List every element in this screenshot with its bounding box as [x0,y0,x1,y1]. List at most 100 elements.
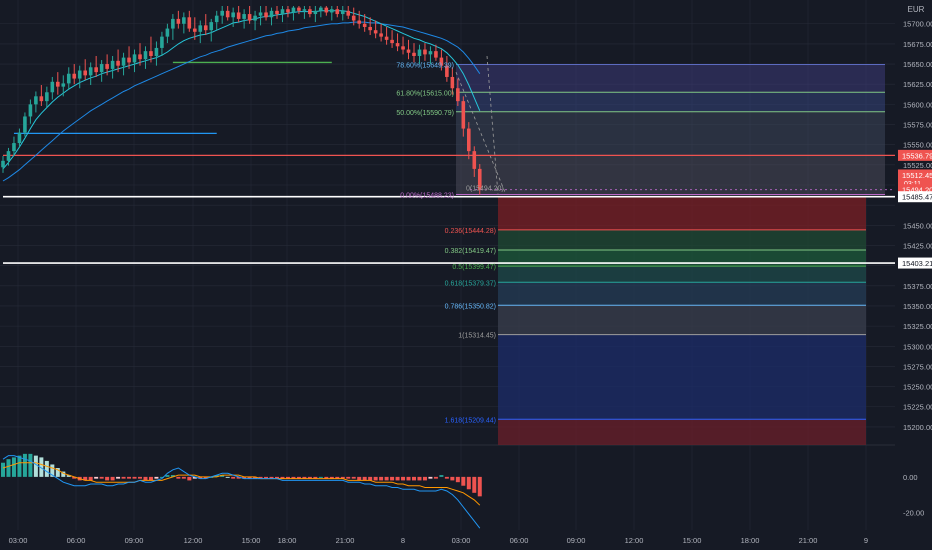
candle-body [193,28,197,32]
fib-extension-zone [498,266,866,283]
price-tick-label: 15225.00 [903,403,932,412]
candle-body [346,10,351,16]
candle-body [72,73,77,79]
candle-body [12,143,16,152]
macd-histogram-bar [264,476,269,479]
time-tick-label: 03:00 [9,536,28,545]
candle-body [291,7,296,13]
candle [198,20,203,44]
macd-histogram-bar [368,476,373,481]
candle-body [450,76,455,89]
candle [346,6,351,19]
time-axis[interactable]: 03:00 06:00 09:00 12:00 15:00 18:00 21:00 8 03:0… [9,536,868,545]
candle [149,36,153,63]
fib-extension-zone [498,196,866,230]
macd-histogram-bar [357,476,362,481]
macd-histogram-bar [433,476,438,479]
macd-histogram-bar [159,476,164,478]
candle-body [340,10,345,15]
fib-retracement-zone [456,111,885,156]
candle [138,43,142,66]
time-tick-label: 06:00 [510,536,529,545]
macd-histogram-bar [187,476,192,481]
price-tag [898,184,932,196]
candle-body [225,10,230,18]
candle [423,43,427,61]
macd-histogram-bar [44,460,49,477]
candle-body [176,18,181,24]
candle-body [406,49,411,53]
candle [434,44,438,61]
candle-body [110,60,115,69]
macd-histogram-bar [291,476,296,479]
macd-histogram-bar [138,476,142,479]
candle [154,41,159,66]
candle [368,17,372,36]
macd-histogram-bar [192,476,197,479]
fib-extension-label: 0.5(15399.47) [452,264,496,271]
candle-body [171,18,175,29]
candle-body [116,60,120,66]
macd-histogram-bar [55,468,60,477]
candle [225,6,230,21]
candle [417,44,422,65]
price-tag-label: 15485.47 [902,193,932,202]
macd-histogram-bar [110,476,115,481]
candle-body [1,160,5,168]
macd-histogram-bar [379,476,384,481]
macd-histogram-bar [198,476,203,479]
price-tick-label: 15350.00 [903,302,932,311]
macd-histogram-bar [94,476,99,479]
candle [291,6,296,21]
candle [66,67,71,90]
candle-body [264,12,268,18]
candle-body [434,51,438,58]
candle-body [23,116,27,133]
candle-body [165,28,170,37]
candle-body [308,9,312,15]
price-tag-label: 15403.21 [902,259,932,268]
macd-histogram-bar [214,475,219,477]
candle-body [28,104,33,117]
price-tick-label: 15275.00 [903,362,932,371]
fib-extension-label: 0.382(15419.47) [445,248,496,255]
macd-histogram-bar [390,476,395,481]
time-tick-label: 12:00 [184,536,203,545]
candle [242,9,246,29]
candle-body [127,57,131,63]
candle-body [39,96,44,102]
macd-histogram-bar [362,476,367,481]
candle-body [275,10,279,15]
price-axis[interactable]: 15700.00 15675.00 15650.00 15625.00 15600.00… [898,20,932,518]
price-tick-label: 15250.00 [903,383,932,392]
time-tick-label: 21:00 [799,536,818,545]
macd-histogram-bar [39,457,44,477]
horizontal-lines [3,61,895,264]
candle-body [423,49,427,55]
candle-body [203,25,208,31]
candle [373,20,378,39]
candle [28,99,33,124]
macd-histogram-bar [132,476,137,479]
candle-body [472,151,477,169]
macd-histogram-bar [176,476,181,479]
candle-body [258,12,263,16]
candle-body [56,81,60,87]
candle-body [83,70,87,76]
candle [428,46,433,65]
macd-histogram-bar [181,476,186,479]
candle [193,17,197,40]
candle [461,96,466,137]
candle-body [149,51,153,56]
candle [110,55,115,79]
candle-body [66,73,71,84]
candle [412,43,416,63]
fib-extension-zone [498,419,866,445]
time-tick-label: 06:00 [67,536,86,545]
candle [182,12,186,34]
fib-extension-zone [498,334,866,420]
candle [351,7,356,26]
candle [45,86,49,108]
candle [384,26,389,45]
